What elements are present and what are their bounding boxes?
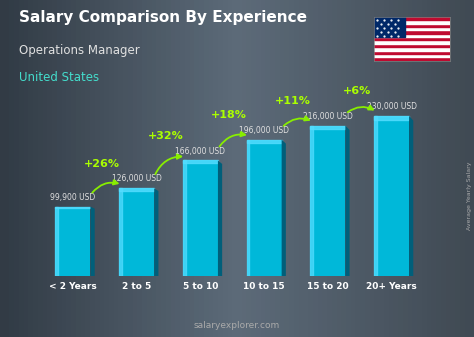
Text: 126,000 USD: 126,000 USD <box>112 175 162 183</box>
Bar <box>183 160 218 163</box>
Bar <box>119 188 122 276</box>
Bar <box>374 40 450 44</box>
Polygon shape <box>218 160 222 276</box>
Bar <box>310 126 346 129</box>
Text: +26%: +26% <box>83 159 119 169</box>
Bar <box>246 140 249 276</box>
Text: 166,000 USD: 166,000 USD <box>175 147 226 156</box>
Polygon shape <box>409 116 413 276</box>
Bar <box>374 20 450 24</box>
Bar <box>374 116 409 120</box>
Bar <box>183 160 186 276</box>
Text: 99,900 USD: 99,900 USD <box>50 193 96 202</box>
Text: 196,000 USD: 196,000 USD <box>239 126 289 135</box>
Text: +32%: +32% <box>147 131 183 141</box>
Bar <box>374 27 450 30</box>
Bar <box>374 51 450 54</box>
Bar <box>374 47 450 51</box>
Bar <box>374 17 450 20</box>
Text: salaryexplorer.com: salaryexplorer.com <box>194 321 280 330</box>
Polygon shape <box>346 126 349 276</box>
Text: 216,000 USD: 216,000 USD <box>303 112 353 121</box>
FancyBboxPatch shape <box>310 126 346 276</box>
Text: Salary Comparison By Experience: Salary Comparison By Experience <box>19 10 307 25</box>
Text: Average Yearly Salary: Average Yearly Salary <box>466 161 472 230</box>
Bar <box>246 140 282 143</box>
Bar <box>374 37 450 40</box>
Bar <box>374 17 405 37</box>
Bar <box>55 207 58 276</box>
Bar <box>374 44 450 47</box>
Text: United States: United States <box>19 71 99 84</box>
FancyBboxPatch shape <box>183 160 218 276</box>
Bar <box>55 207 91 208</box>
Text: +11%: +11% <box>275 96 311 106</box>
Polygon shape <box>154 188 158 276</box>
FancyBboxPatch shape <box>55 207 91 276</box>
Bar <box>310 126 313 276</box>
FancyBboxPatch shape <box>119 188 154 276</box>
Text: +6%: +6% <box>342 86 371 96</box>
Bar <box>374 34 450 37</box>
Polygon shape <box>282 140 286 276</box>
FancyBboxPatch shape <box>246 140 282 276</box>
Text: Operations Manager: Operations Manager <box>19 44 140 57</box>
FancyBboxPatch shape <box>374 116 409 276</box>
Bar <box>374 24 450 27</box>
Bar <box>374 54 450 57</box>
Bar <box>119 188 154 191</box>
Text: +18%: +18% <box>211 110 247 120</box>
Bar <box>374 116 377 276</box>
Polygon shape <box>91 207 95 276</box>
Text: 230,000 USD: 230,000 USD <box>366 102 417 111</box>
Bar <box>374 30 450 34</box>
Bar <box>374 57 450 61</box>
